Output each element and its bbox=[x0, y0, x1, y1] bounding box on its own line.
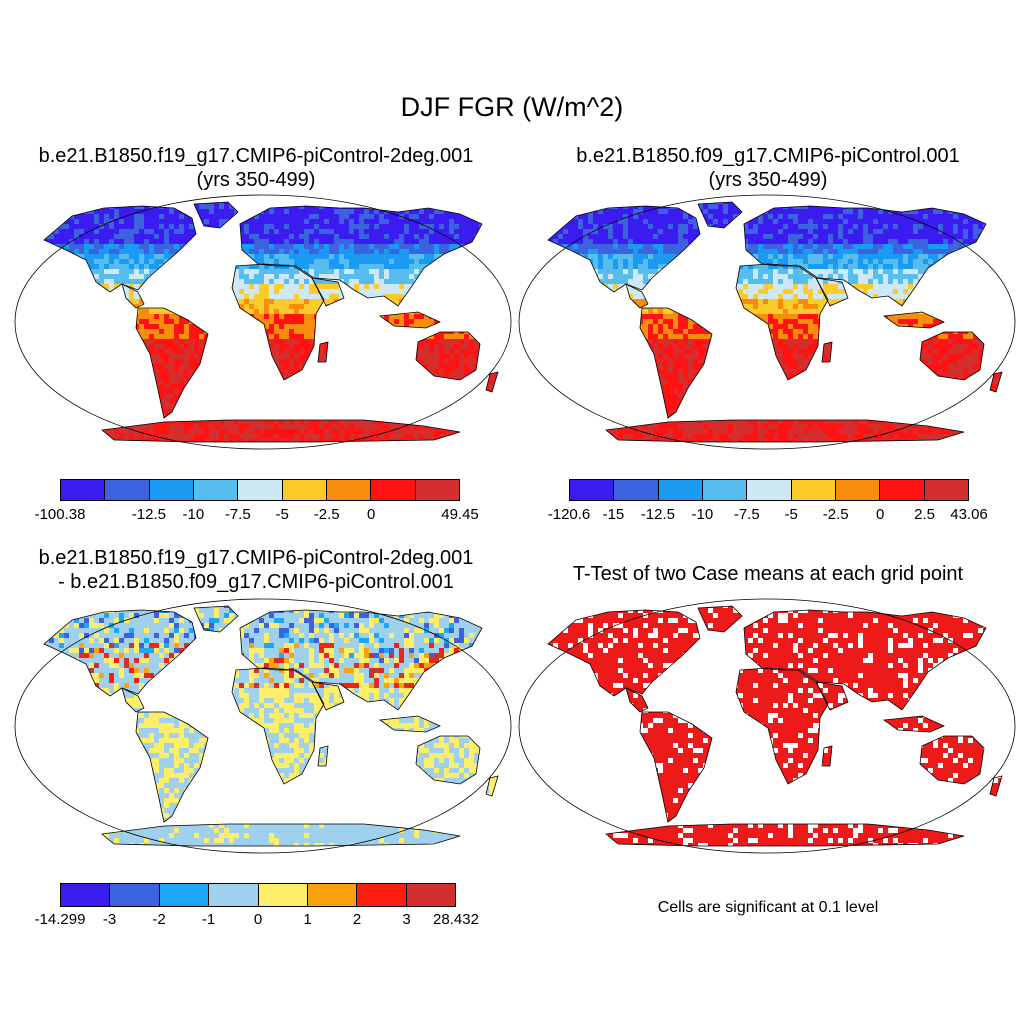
panel-3-title-line-2: - b.e21.B1850.f09_g17.CMIP6-piControl.00… bbox=[0, 570, 512, 594]
colorbar-tick-label: 2 bbox=[353, 911, 361, 928]
colorbar-tick-label: 49.45 bbox=[441, 506, 479, 523]
colorbar-tick-label: -12.5 bbox=[132, 506, 166, 523]
colorbar-swatch bbox=[259, 884, 308, 906]
colorbar-swatch bbox=[614, 480, 658, 500]
panel-4-title-line-1: T-Test of two Case means at each grid po… bbox=[512, 562, 1024, 586]
colorbar-swatch bbox=[110, 884, 159, 906]
panel-2-colorbar bbox=[569, 479, 969, 501]
colorbar-swatch bbox=[357, 884, 406, 906]
panel-1-title-line-1: b.e21.B1850.f19_g17.CMIP6-piControl-2deg… bbox=[0, 144, 512, 168]
colorbar-tick-label: -2.5 bbox=[314, 506, 340, 523]
colorbar-swatch bbox=[194, 480, 238, 500]
colorbar-tick-label: -5 bbox=[785, 506, 798, 523]
colorbar-tick-label: 0 bbox=[254, 911, 262, 928]
panel-1-map bbox=[14, 194, 512, 450]
colorbar-swatch bbox=[407, 884, 455, 906]
colorbar-tick-label: -1 bbox=[202, 911, 215, 928]
panel-3-title: b.e21.B1850.f19_g17.CMIP6-piControl-2deg… bbox=[0, 546, 512, 594]
colorbar-tick-label: 2.5 bbox=[914, 506, 935, 523]
main-title: DJF FGR (W/m^2) bbox=[0, 92, 1024, 123]
panel-3-map bbox=[14, 598, 512, 854]
colorbar-swatch bbox=[792, 480, 836, 500]
colorbar-tick-label: -10 bbox=[691, 506, 713, 523]
colorbar-tick-label: -2 bbox=[152, 911, 165, 928]
panel-3-colorbar bbox=[60, 883, 456, 907]
colorbar-tick-label: -3 bbox=[103, 911, 116, 928]
colorbar-tick-label: 1 bbox=[303, 911, 311, 928]
colorbar-swatch bbox=[836, 480, 880, 500]
colorbar-tick-label: -100.38 bbox=[35, 506, 86, 523]
colorbar-swatch bbox=[925, 480, 968, 500]
colorbar-tick-label: 0 bbox=[367, 506, 375, 523]
panel-2-title: b.e21.B1850.f09_g17.CMIP6-piControl.001 … bbox=[512, 144, 1024, 192]
colorbar-tick-label: 43.06 bbox=[950, 506, 988, 523]
colorbar-swatch bbox=[150, 480, 194, 500]
panel-2-title-line-1: b.e21.B1850.f09_g17.CMIP6-piControl.001 bbox=[512, 144, 1024, 168]
colorbar-tick-label: -5 bbox=[276, 506, 289, 523]
colorbar-tick-label: -2.5 bbox=[823, 506, 849, 523]
colorbar-tick-label: -10 bbox=[182, 506, 204, 523]
colorbar-tick-label: 0 bbox=[876, 506, 884, 523]
colorbar-swatch bbox=[160, 884, 209, 906]
panel-2-title-line-2: (yrs 350-499) bbox=[512, 168, 1024, 192]
panel-1-colorbar-ticks: -100.38 -12.5 -10 -7.5 -5 -2.5 0 49.45 bbox=[60, 506, 460, 526]
colorbar-tick-label: -7.5 bbox=[225, 506, 251, 523]
colorbar-swatch bbox=[747, 480, 791, 500]
colorbar-swatch bbox=[61, 884, 110, 906]
colorbar-tick-label: 28.432 bbox=[433, 911, 479, 928]
colorbar-swatch bbox=[238, 480, 282, 500]
colorbar-tick-label: -14.299 bbox=[35, 911, 86, 928]
colorbar-swatch bbox=[659, 480, 703, 500]
panel-2-map bbox=[518, 194, 1016, 450]
colorbar-swatch bbox=[416, 480, 459, 500]
panel-4-title: T-Test of two Case means at each grid po… bbox=[512, 562, 1024, 586]
colorbar-tick-label: -120.6 bbox=[548, 506, 591, 523]
significance-note: Cells are significant at 0.1 level bbox=[512, 899, 1024, 917]
panel-1-title: b.e21.B1850.f19_g17.CMIP6-piControl-2deg… bbox=[0, 144, 512, 192]
panel-1-title-line-2: (yrs 350-499) bbox=[0, 168, 512, 192]
panel-4-map bbox=[518, 598, 1016, 854]
colorbar-swatch bbox=[880, 480, 924, 500]
colorbar-swatch bbox=[371, 480, 415, 500]
colorbar-swatch bbox=[703, 480, 747, 500]
panel-2-colorbar-ticks: -120.6 -15 -12.5 -10 -7.5 -5 -2.5 0 2.5 43.06 bbox=[569, 506, 969, 526]
colorbar-swatch bbox=[570, 480, 614, 500]
colorbar-tick-label: -12.5 bbox=[641, 506, 675, 523]
colorbar-swatch bbox=[209, 884, 258, 906]
colorbar-swatch bbox=[308, 884, 357, 906]
colorbar-tick-label: 3 bbox=[402, 911, 410, 928]
colorbar-swatch bbox=[61, 480, 105, 500]
colorbar-swatch bbox=[105, 480, 149, 500]
colorbar-swatch bbox=[283, 480, 327, 500]
colorbar-tick-label: -7.5 bbox=[734, 506, 760, 523]
colorbar-swatch bbox=[327, 480, 371, 500]
panel-1-colorbar bbox=[60, 479, 460, 501]
panel-3-colorbar-ticks: -14.299 -3 -2 -1 0 1 2 3 28.432 bbox=[60, 911, 456, 931]
colorbar-tick-label: -15 bbox=[603, 506, 625, 523]
panel-3-title-line-1: b.e21.B1850.f19_g17.CMIP6-piControl-2deg… bbox=[0, 546, 512, 570]
